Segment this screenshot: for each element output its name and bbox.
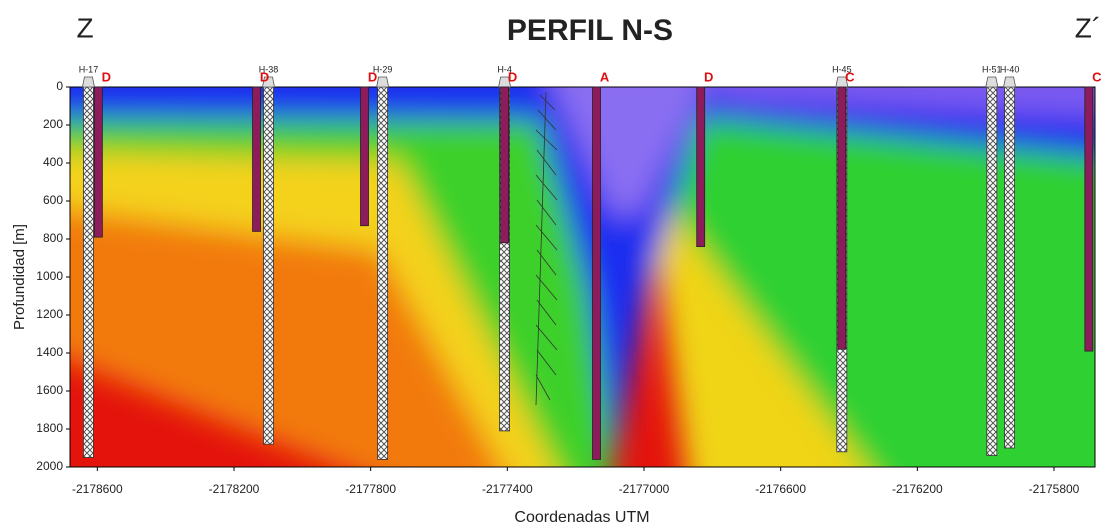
profile-label: D [260, 69, 269, 84]
borehole [83, 86, 94, 458]
profile [696, 86, 706, 248]
profile-label: D [508, 69, 517, 84]
x-tick-label: -2175800 [1029, 482, 1080, 496]
left-label: Z [76, 12, 93, 43]
y-tick-label: 0 [56, 79, 63, 93]
profile-label: D [368, 69, 377, 84]
y-tick-label: 1200 [36, 307, 63, 321]
profile [837, 86, 847, 350]
x-tick-label: -2176600 [755, 482, 806, 496]
x-tick-label: -2177400 [482, 482, 533, 496]
profile [500, 86, 510, 244]
y-tick-label: 200 [43, 117, 63, 131]
borehole [263, 86, 274, 445]
borehole [377, 86, 389, 460]
borehole-name: H-51 [982, 64, 1002, 74]
y-tick-label: 1000 [36, 269, 63, 283]
x-tick-label: -2177000 [619, 482, 670, 496]
y-tick-label: 1400 [36, 345, 63, 359]
borehole-name: H-4 [497, 64, 512, 74]
right-label: Z´ [1075, 12, 1101, 43]
x-tick-label: -2178200 [209, 482, 260, 496]
profile-label: A [600, 69, 610, 84]
x-tick-label: -2177800 [345, 482, 396, 496]
y-tick-label: 2000 [36, 459, 63, 473]
profile-label: D [102, 69, 111, 84]
chart-title: PERFIL N-S [507, 14, 673, 47]
profile [1084, 86, 1094, 352]
borehole-cap [376, 76, 390, 88]
borehole-cap [985, 76, 999, 88]
y-tick-label: 600 [43, 193, 63, 207]
profile [93, 86, 103, 238]
profile-label: D [704, 69, 713, 84]
field-background [70, 87, 1095, 467]
profile-label: C [1092, 69, 1102, 84]
borehole-name: H-17 [79, 64, 99, 74]
y-axis-label: Profundidad [m] [11, 224, 28, 330]
borehole-cap [81, 76, 95, 88]
x-tick-label: -2176200 [892, 482, 943, 496]
profile [360, 86, 369, 227]
y-tick-label: 1800 [36, 421, 63, 435]
borehole-cap [262, 76, 275, 88]
profile [592, 86, 601, 460]
borehole [986, 86, 998, 457]
y-tick-label: 1600 [36, 383, 63, 397]
borehole [1004, 86, 1015, 449]
x-tick-label: -2178600 [72, 482, 123, 496]
borehole-name: H-40 [1000, 64, 1020, 74]
y-tick-label: 800 [43, 231, 63, 245]
borehole-cap [1003, 76, 1017, 88]
borehole-name: H-38 [259, 64, 279, 74]
profile [252, 86, 261, 232]
borehole-name: H-45 [832, 64, 852, 74]
profile-label: C [845, 69, 855, 84]
x-axis-label: Coordenadas UTM [514, 509, 649, 526]
y-tick-label: 400 [43, 155, 63, 169]
borehole-name: H-29 [373, 64, 393, 74]
fault-marks [535, 91, 558, 406]
